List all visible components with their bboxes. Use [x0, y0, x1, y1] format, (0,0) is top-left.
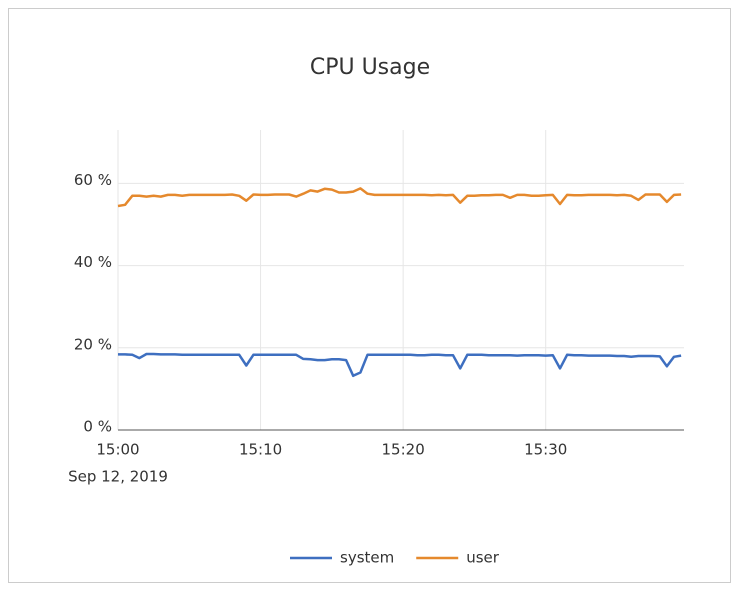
- y-tick-label: 20 %: [74, 335, 112, 353]
- x-tick-label: 15:20: [382, 441, 425, 459]
- x-tick-label: 15:30: [524, 441, 567, 459]
- y-tick-label: 40 %: [74, 253, 112, 271]
- x-tick-label: 15:00: [96, 441, 139, 459]
- y-tick-label: 60 %: [74, 171, 112, 189]
- series-line: [117, 187, 682, 208]
- legend-label: system: [340, 549, 394, 567]
- x-tick-label: 15:10: [239, 441, 282, 459]
- x-date-label: Sep 12, 2019: [68, 468, 168, 486]
- series-line: [118, 352, 682, 378]
- y-tick-label: 0 %: [83, 418, 112, 436]
- legend-label: user: [466, 549, 500, 567]
- chart-frame: [8, 8, 731, 583]
- chart-title: CPU Usage: [310, 55, 430, 80]
